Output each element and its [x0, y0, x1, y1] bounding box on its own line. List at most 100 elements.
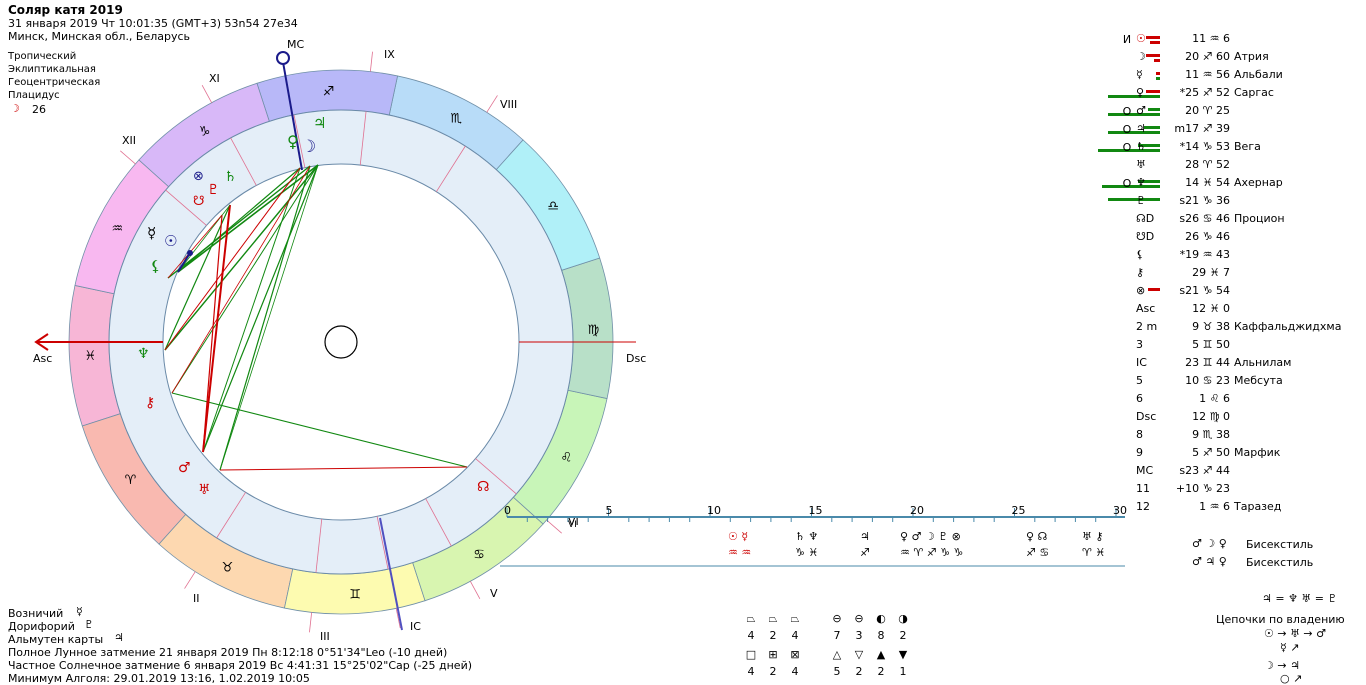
timeline-row2-c: ♐	[860, 546, 870, 559]
planet-row[interactable]: Asc 12 ♓ 0	[1060, 301, 1360, 319]
planet-glyph-icon: 5	[1136, 374, 1143, 387]
planet-glyph-icon: ☿	[1136, 68, 1143, 81]
strength-bars	[1090, 70, 1160, 82]
aspect-line	[171, 164, 319, 394]
lilith-icon[interactable]: ⚸	[150, 257, 161, 275]
planet-row[interactable]: O ♃ m17 ♐ 39	[1060, 121, 1360, 139]
venus-icon[interactable]: ♀	[287, 132, 299, 151]
dsc-label: Dsc	[626, 352, 646, 365]
fortune-icon[interactable]: ⊗	[193, 169, 204, 184]
neptune-icon[interactable]: ♆	[137, 346, 150, 362]
house-label-xii: XII	[122, 134, 136, 147]
planet-glyph-icon: ♀	[1136, 86, 1145, 99]
planet-glyph-icon: ♄	[1136, 140, 1146, 153]
planet-row[interactable]: ☽ 20 ♐ 60 Атрия	[1060, 49, 1360, 67]
strength-bars	[1090, 124, 1160, 136]
planet-row[interactable]: 6 1 ♌ 6	[1060, 391, 1360, 409]
strength-bars	[1090, 34, 1160, 46]
planet-row[interactable]: ♀ *25 ♐ 52 Саргас	[1060, 85, 1360, 103]
strength-bar	[1108, 113, 1160, 116]
planet-position: 9 ♏ 38	[1192, 428, 1230, 441]
planet-row[interactable]: ⚸ *19 ♒ 43	[1060, 247, 1360, 265]
count-glyph-icon: ⏢	[746, 612, 756, 625]
aspect-line	[219, 165, 311, 471]
house-cusp	[315, 518, 323, 573]
bisextile-2-label: Бисекстиль	[1246, 556, 1314, 569]
strength-bars	[1090, 88, 1160, 100]
chiron-icon[interactable]: ⚷	[145, 395, 155, 411]
uranus-icon[interactable]: ♅	[198, 482, 211, 498]
planet-row[interactable]: 5 10 ♋ 23 Мебсута	[1060, 373, 1360, 391]
moon-wheel-icon[interactable]: ☽	[301, 137, 316, 157]
planet-row[interactable]: ☋D 26 ♑ 46	[1060, 229, 1360, 247]
planet-position: 29 ♓ 7	[1192, 266, 1230, 279]
timeline-tick-label: 15	[809, 504, 823, 517]
natal-wheel[interactable]: Asc Dsc MC IC II III V VI VIII IX XI XII…	[0, 0, 700, 685]
count-glyph-icon: ▼	[898, 648, 908, 661]
strength-bar	[1098, 149, 1160, 152]
sun-icon[interactable]: ☉	[164, 232, 177, 250]
planet-row[interactable]: IC 23 ♊ 44 Альнилам	[1060, 355, 1360, 373]
house-cusp-outer	[120, 150, 136, 165]
planet-position: 23 ♊ 44	[1185, 356, 1230, 369]
almuten-label: Альмутен карты	[8, 633, 104, 646]
planet-row[interactable]: ⚷ 29 ♓ 7	[1060, 265, 1360, 283]
planet-row[interactable]: O ♆ 14 ♓ 54 Ахернар	[1060, 175, 1360, 193]
planet-row[interactable]: ☿ 11 ♒ 56 Альбали	[1060, 67, 1360, 85]
planet-row[interactable]: ☊D s26 ♋ 46 Процион	[1060, 211, 1360, 229]
planet-mark: И	[1122, 33, 1132, 46]
planet-position: 11 ♒ 56	[1185, 68, 1230, 81]
house-cusp	[359, 111, 367, 166]
mars-icon[interactable]: ♂	[178, 460, 191, 476]
house-label-iii: III	[320, 630, 330, 643]
south-node-icon[interactable]: ☋	[193, 194, 205, 209]
planet-glyph-icon: ☊D	[1136, 212, 1155, 225]
planet-row[interactable]: ⊗ s21 ♑ 54	[1060, 283, 1360, 301]
sign-glyphs: ♓ ♈ ♉ ♊ ♋ ♌ ♍ ♎ ♏ ♐ ♑ ♒	[84, 84, 599, 602]
planet-row[interactable]: ♅ 28 ♈ 52	[1060, 157, 1360, 175]
north-node-icon[interactable]: ☊	[477, 479, 489, 495]
planet-glyph-icon: ☉	[1136, 32, 1146, 45]
planet-position: *25 ♐ 52	[1179, 86, 1230, 99]
strength-bars	[1090, 106, 1160, 118]
planet-position: s23 ♐ 44	[1179, 464, 1230, 477]
planet-row[interactable]: 12 1 ♒ 6 Таразед	[1060, 499, 1360, 517]
chart-date: 31 января 2019 Чт 10:01:35 (GMT+3) 53n54…	[8, 17, 298, 30]
sign-glyph: ♓	[84, 349, 96, 364]
sign-glyph: ♌	[561, 450, 573, 465]
asc-arrow-icon	[34, 333, 49, 351]
planet-row[interactable]: ♇ s21 ♑ 36	[1060, 193, 1360, 211]
fixed-star: Альнилам	[1234, 356, 1292, 369]
planet-row[interactable]: И ☉ 11 ♒ 6	[1060, 31, 1360, 49]
chain-1b: ☿ ↗	[1280, 641, 1300, 654]
count-glyph-icon: □	[745, 648, 757, 661]
planet-row[interactable]: 3 5 ♊ 50	[1060, 337, 1360, 355]
planet-position: 14 ♓ 54	[1185, 176, 1230, 189]
planet-row[interactable]: O ♄ *14 ♑ 53 Вега	[1060, 139, 1360, 157]
house-cusp-outer	[470, 581, 481, 600]
planet-row[interactable]: 2 m 9 ♉ 38 Каффальджидхма	[1060, 319, 1360, 337]
timeline-tick-label: 10	[707, 504, 721, 517]
timeline-row1-d: ♀ ♂ ☽ ♇ ⊗	[900, 530, 961, 543]
aspect-lines	[164, 164, 468, 471]
aspect-line	[202, 214, 223, 453]
saturn-icon[interactable]: ♄	[224, 169, 237, 185]
solar-eclipse: Частное Солнечное затмение 6 января 2019…	[8, 659, 473, 672]
planet-row[interactable]: 9 5 ♐ 50 Марфик	[1060, 445, 1360, 463]
planet-position: 12 ♓ 0	[1192, 302, 1230, 315]
fixed-star: Ахернар	[1234, 176, 1283, 189]
timeline-tick-label: 30	[1113, 504, 1127, 517]
strength-bar	[1154, 59, 1160, 62]
planet-row[interactable]: 11 +10 ♑ 23	[1060, 481, 1360, 499]
planet-row[interactable]: O ♂ 20 ♈ 25	[1060, 103, 1360, 121]
planet-row[interactable]: 8 9 ♏ 38	[1060, 427, 1360, 445]
planet-row[interactable]: Dsc 12 ♍ 0	[1060, 409, 1360, 427]
mercury-icon[interactable]: ☿	[147, 224, 156, 242]
pluto-icon[interactable]: ♇	[207, 182, 220, 198]
jupiter-icon[interactable]: ♃	[313, 114, 326, 132]
aspect-line	[167, 214, 223, 279]
strength-bars	[1090, 196, 1160, 208]
planet-row[interactable]: MC s23 ♐ 44	[1060, 463, 1360, 481]
count-glyph-icon: ▽	[854, 648, 864, 661]
sign-glyph: ♒	[111, 222, 123, 237]
